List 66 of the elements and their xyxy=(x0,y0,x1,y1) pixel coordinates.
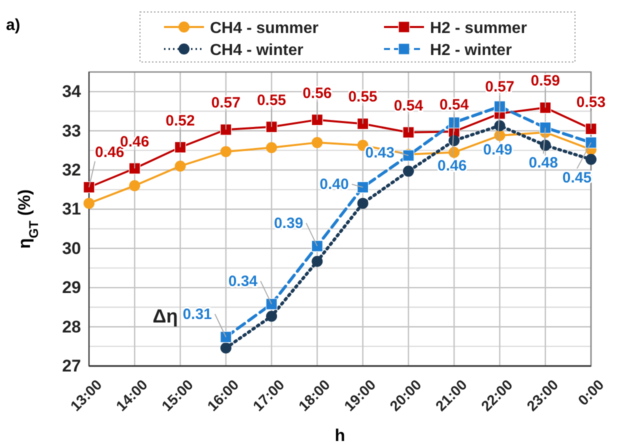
annotation: 0.39 xyxy=(274,215,304,232)
annotation: 0.54 xyxy=(394,97,424,114)
point xyxy=(220,146,232,158)
point xyxy=(586,154,596,165)
point xyxy=(448,146,460,158)
point xyxy=(357,198,368,209)
point xyxy=(448,116,460,128)
point xyxy=(494,100,506,112)
point xyxy=(312,256,323,267)
point xyxy=(266,310,278,322)
annotation: 0.54 xyxy=(439,96,470,114)
point xyxy=(402,166,414,177)
annotation: 0.40 xyxy=(320,176,349,194)
point xyxy=(266,298,278,310)
annotation: 0.49 xyxy=(483,141,512,158)
point xyxy=(220,331,232,343)
annotation: 0.43 xyxy=(365,144,394,162)
point xyxy=(84,198,94,209)
annotation: 0.59 xyxy=(530,72,560,90)
point xyxy=(266,121,278,133)
point xyxy=(585,123,597,135)
point xyxy=(83,181,95,194)
chart-title: a) xyxy=(6,17,20,34)
point xyxy=(174,160,186,172)
annotation: 0.46 xyxy=(437,158,467,175)
point xyxy=(129,180,140,192)
annotation: 0.52 xyxy=(166,112,195,130)
legend-label: H2 - winter xyxy=(430,42,512,59)
point xyxy=(174,141,186,154)
point xyxy=(312,137,323,148)
y-tick-label: 32 xyxy=(62,160,81,180)
annotation: 0.57 xyxy=(485,78,514,96)
x-tick-label: 0:00 xyxy=(576,377,608,410)
point xyxy=(220,124,232,136)
point xyxy=(220,342,232,354)
point xyxy=(311,114,323,126)
y-tick-label: 29 xyxy=(62,278,81,298)
annotation: 0.31 xyxy=(182,306,212,323)
y-tick-label: 27 xyxy=(62,356,81,376)
point xyxy=(128,162,140,174)
annotation: 0.55 xyxy=(348,88,378,106)
legend-label: CH4 - summer xyxy=(210,20,318,37)
point xyxy=(402,126,414,138)
annotation: 0.48 xyxy=(528,154,558,172)
legend-label: H2 - summer xyxy=(430,20,527,37)
annotation: 0.57 xyxy=(211,94,241,112)
legend-label: CH4 - winter xyxy=(210,42,304,59)
annotation: 0.45 xyxy=(562,170,592,187)
y-tick-label: 33 xyxy=(62,121,81,140)
point xyxy=(357,118,369,130)
annotation: Δη xyxy=(152,306,178,328)
y-tick-label: 31 xyxy=(62,200,81,219)
x-axis-title: h xyxy=(334,426,346,445)
annotation: 0.56 xyxy=(302,84,332,102)
y-tick-label: 30 xyxy=(62,238,81,258)
point xyxy=(540,122,552,134)
y-tick-label: 34 xyxy=(62,82,82,102)
annotation: 0.34 xyxy=(228,273,258,290)
annotation: 0.53 xyxy=(576,94,606,111)
point xyxy=(311,240,323,252)
point xyxy=(585,136,597,148)
point xyxy=(540,102,552,114)
point xyxy=(357,181,369,194)
annotation: 0.55 xyxy=(256,92,286,109)
point xyxy=(266,142,278,154)
y-tick-label: 28 xyxy=(62,317,81,336)
